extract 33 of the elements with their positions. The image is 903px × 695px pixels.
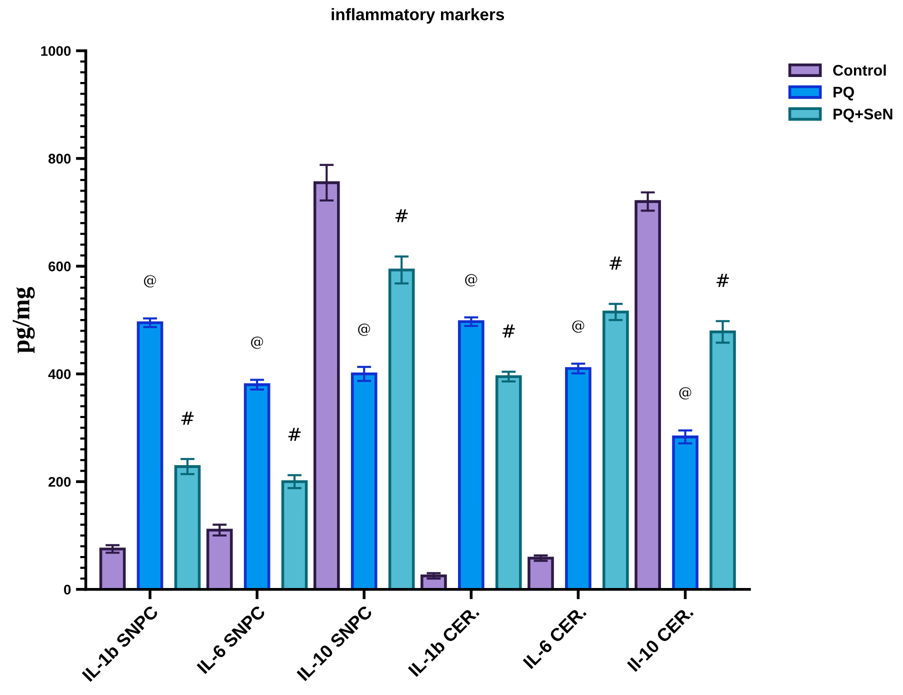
data-label: # — [502, 324, 515, 338]
data-label: @ — [679, 387, 692, 400]
bar — [495, 375, 522, 590]
data-label: @ — [144, 275, 156, 288]
legend-label: PQ+SeN — [834, 108, 892, 122]
bar — [244, 383, 270, 590]
data-label: @ — [251, 336, 264, 349]
y-axis-title: pg/mg — [12, 286, 35, 354]
y-tick-label: 400 — [48, 369, 71, 380]
y-tick-label: 600 — [48, 262, 71, 272]
bar — [565, 367, 592, 590]
bar — [672, 436, 698, 590]
bar — [528, 556, 554, 590]
chart-title: inflammatory markers — [332, 8, 504, 24]
data-label: @ — [465, 274, 478, 286]
bar — [206, 528, 233, 590]
legend-label: PQ — [834, 86, 854, 100]
y-tick-label: 0 — [64, 584, 71, 595]
data-label: # — [395, 209, 408, 222]
data-label: # — [288, 428, 301, 441]
data-label: # — [181, 412, 194, 425]
y-tick-label: 200 — [48, 476, 71, 487]
data-label: @ — [358, 324, 370, 336]
bar — [281, 480, 308, 590]
data-label: # — [716, 274, 729, 287]
bar — [458, 320, 484, 590]
bar — [99, 548, 126, 590]
data-label: @ — [572, 320, 584, 333]
y-tick-label: 1000 — [41, 46, 71, 56]
y-tick-label: 800 — [48, 154, 71, 164]
legend-label: Control — [833, 64, 886, 76]
data-label: # — [610, 256, 622, 270]
bar — [136, 321, 164, 590]
